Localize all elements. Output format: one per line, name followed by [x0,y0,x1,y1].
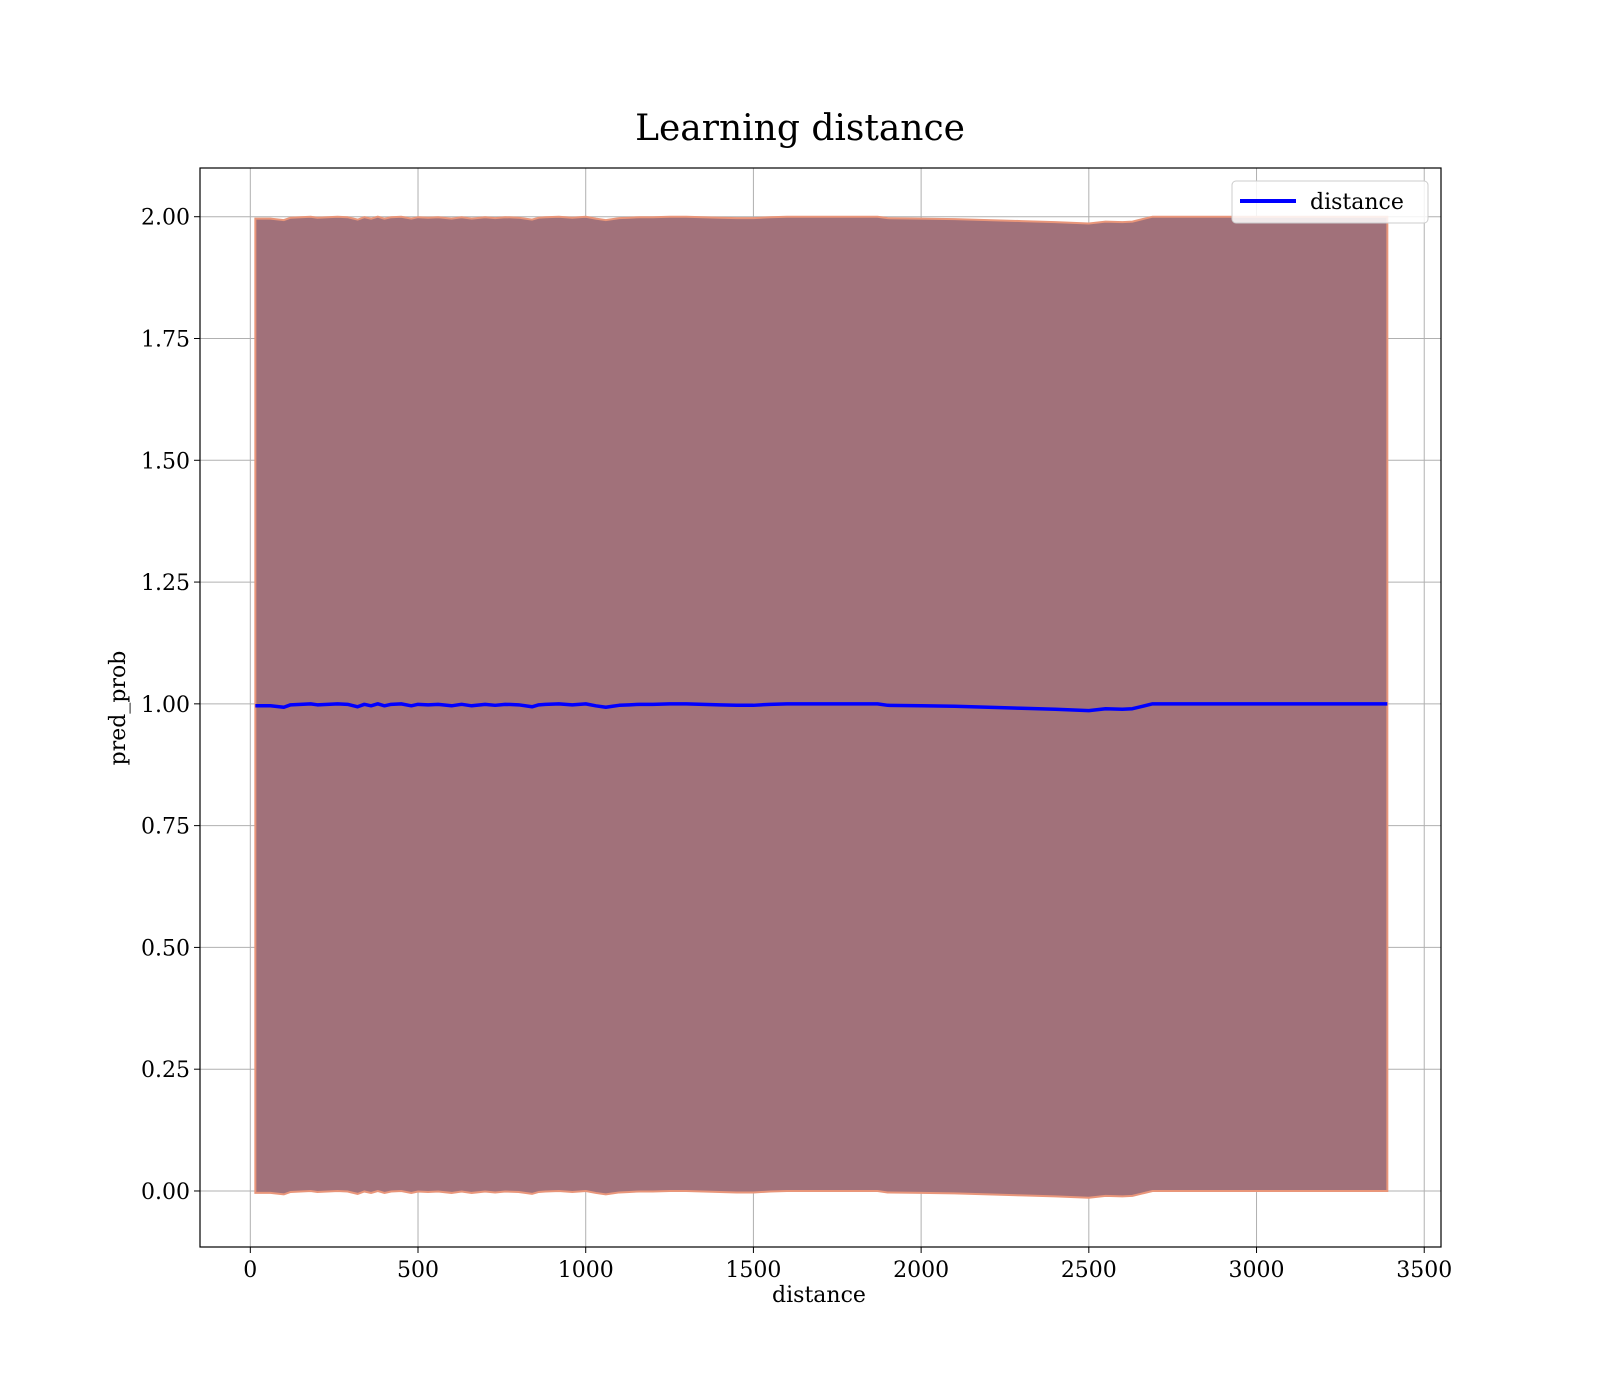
legend-label: distance [1310,190,1404,215]
y-axis-title: pred_prob [106,651,131,766]
legend-box [1231,180,1429,224]
x-tick-label: 1500 [725,1258,781,1283]
y-tick-label: 1.75 [141,327,190,352]
axes-frame [199,167,1442,1248]
chart-title: Learning distance [635,108,965,149]
x-tick-label: 1000 [558,1258,614,1283]
y-tick-label: 0.75 [141,815,190,840]
y-tick-label: 0.00 [141,1180,190,1205]
confidence-band-area [254,215,1389,1199]
x-tick-label: 2500 [1061,1258,1117,1283]
y-axis: 0.00 0.25 0.50 0.75 1.00 1.25 1.50 1.75 2.00 [141,206,200,1205]
y-tick-label: 0.25 [141,1058,190,1083]
series-layer [255,702,1388,713]
y-tick-label: 1.25 [141,571,190,596]
x-tick-label: 2000 [893,1258,949,1283]
x-tick-label: 3000 [1229,1258,1285,1283]
y-tick-label: 0.50 [141,936,190,961]
x-tick-label: 3500 [1396,1258,1452,1283]
series-line-distance [255,702,1388,713]
legend: distance [1231,180,1429,224]
y-tick-label: 2.00 [141,206,190,231]
x-tick-label: 0 [243,1258,257,1283]
y-tick-label: 1.00 [141,693,190,718]
y-tick-label: 1.50 [141,449,190,474]
x-axis-title: distance [772,1283,866,1308]
confidence-band [254,215,1389,1199]
x-axis: 0 500 1000 1500 2000 2500 3000 3500 [243,1247,1452,1283]
x-tick-label: 500 [397,1258,439,1283]
